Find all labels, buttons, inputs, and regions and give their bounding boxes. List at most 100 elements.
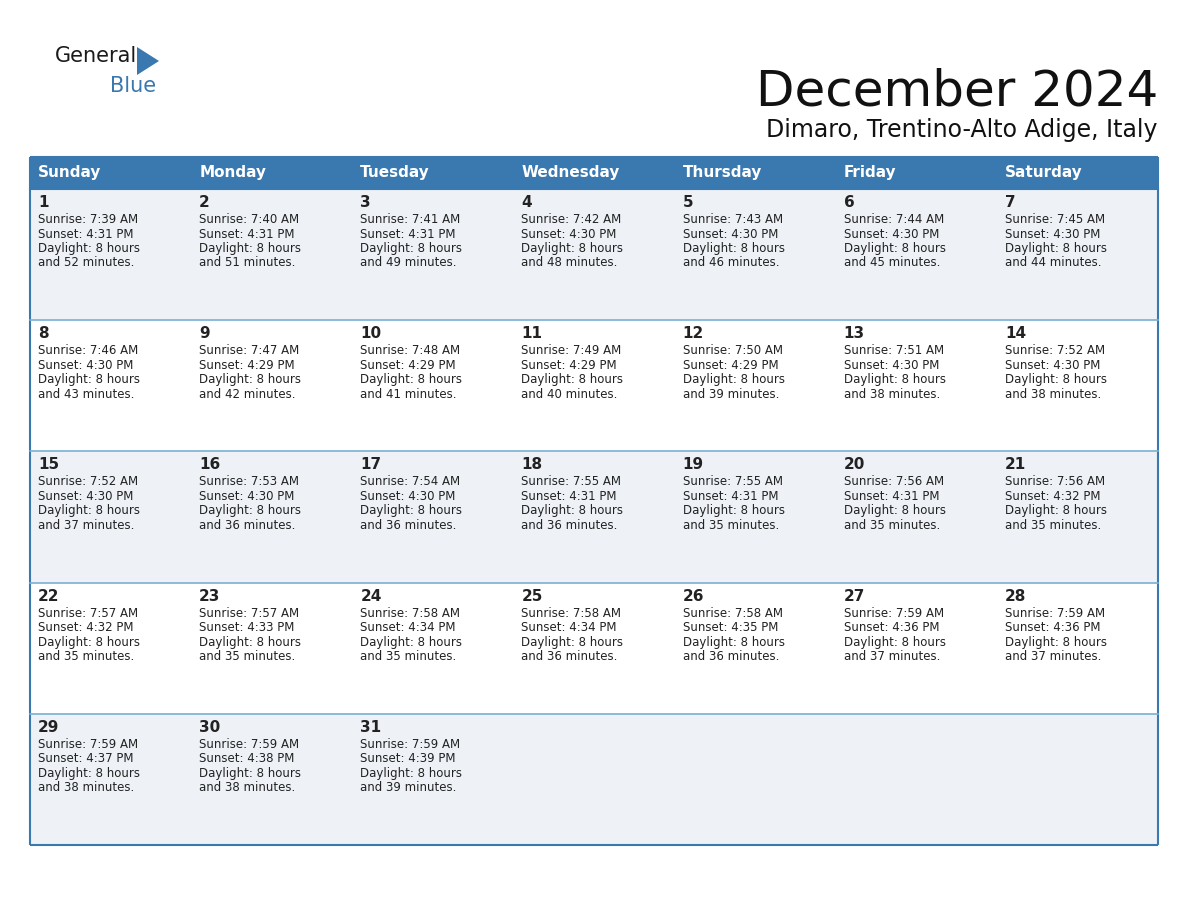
Bar xyxy=(30,189,1158,320)
Text: 28: 28 xyxy=(1005,588,1026,604)
Text: Daylight: 8 hours: Daylight: 8 hours xyxy=(1005,374,1107,386)
Text: and 44 minutes.: and 44 minutes. xyxy=(1005,256,1101,270)
Text: and 49 minutes.: and 49 minutes. xyxy=(360,256,456,270)
Text: Daylight: 8 hours: Daylight: 8 hours xyxy=(200,504,301,518)
Text: Sunrise: 7:52 AM: Sunrise: 7:52 AM xyxy=(38,476,138,488)
Text: Daylight: 8 hours: Daylight: 8 hours xyxy=(200,242,301,255)
Text: Daylight: 8 hours: Daylight: 8 hours xyxy=(1005,242,1107,255)
Text: 30: 30 xyxy=(200,720,221,734)
Text: 26: 26 xyxy=(683,588,704,604)
Text: Sunrise: 7:57 AM: Sunrise: 7:57 AM xyxy=(38,607,138,620)
Text: 18: 18 xyxy=(522,457,543,473)
Text: Sunrise: 7:55 AM: Sunrise: 7:55 AM xyxy=(683,476,783,488)
Text: Sunset: 4:30 PM: Sunset: 4:30 PM xyxy=(1005,228,1100,241)
Text: Sunrise: 7:46 AM: Sunrise: 7:46 AM xyxy=(38,344,138,357)
Text: and 38 minutes.: and 38 minutes. xyxy=(1005,387,1101,400)
Text: Sunset: 4:31 PM: Sunset: 4:31 PM xyxy=(683,490,778,503)
Text: Daylight: 8 hours: Daylight: 8 hours xyxy=(360,635,462,649)
Text: and 35 minutes.: and 35 minutes. xyxy=(843,519,940,532)
Text: Sunset: 4:38 PM: Sunset: 4:38 PM xyxy=(200,752,295,766)
Text: and 36 minutes.: and 36 minutes. xyxy=(683,650,779,663)
Text: Sunrise: 7:50 AM: Sunrise: 7:50 AM xyxy=(683,344,783,357)
Text: and 46 minutes.: and 46 minutes. xyxy=(683,256,779,270)
Text: and 37 minutes.: and 37 minutes. xyxy=(1005,650,1101,663)
Text: Sunset: 4:30 PM: Sunset: 4:30 PM xyxy=(843,228,939,241)
Text: and 36 minutes.: and 36 minutes. xyxy=(522,519,618,532)
Text: Daylight: 8 hours: Daylight: 8 hours xyxy=(360,242,462,255)
Text: Sunset: 4:32 PM: Sunset: 4:32 PM xyxy=(38,621,133,634)
Text: Daylight: 8 hours: Daylight: 8 hours xyxy=(38,767,140,779)
Text: Sunset: 4:34 PM: Sunset: 4:34 PM xyxy=(522,621,617,634)
Bar xyxy=(30,714,1158,845)
Text: 27: 27 xyxy=(843,588,865,604)
Text: and 35 minutes.: and 35 minutes. xyxy=(200,650,296,663)
Text: 15: 15 xyxy=(38,457,59,473)
Text: and 48 minutes.: and 48 minutes. xyxy=(522,256,618,270)
Text: Sunrise: 7:57 AM: Sunrise: 7:57 AM xyxy=(200,607,299,620)
Text: Sunrise: 7:54 AM: Sunrise: 7:54 AM xyxy=(360,476,461,488)
Text: Sunset: 4:30 PM: Sunset: 4:30 PM xyxy=(200,490,295,503)
Text: Sunset: 4:30 PM: Sunset: 4:30 PM xyxy=(843,359,939,372)
Text: Sunrise: 7:52 AM: Sunrise: 7:52 AM xyxy=(1005,344,1105,357)
Text: Sunset: 4:29 PM: Sunset: 4:29 PM xyxy=(683,359,778,372)
Text: and 36 minutes.: and 36 minutes. xyxy=(200,519,296,532)
Text: and 52 minutes.: and 52 minutes. xyxy=(38,256,134,270)
Text: Daylight: 8 hours: Daylight: 8 hours xyxy=(522,374,624,386)
Text: Tuesday: Tuesday xyxy=(360,165,430,181)
Text: and 36 minutes.: and 36 minutes. xyxy=(522,650,618,663)
Text: Sunset: 4:31 PM: Sunset: 4:31 PM xyxy=(360,228,456,241)
Text: Sunrise: 7:59 AM: Sunrise: 7:59 AM xyxy=(843,607,943,620)
Text: 13: 13 xyxy=(843,326,865,341)
Text: Sunrise: 7:59 AM: Sunrise: 7:59 AM xyxy=(38,738,138,751)
Text: Daylight: 8 hours: Daylight: 8 hours xyxy=(683,635,784,649)
Text: Sunrise: 7:42 AM: Sunrise: 7:42 AM xyxy=(522,213,621,226)
Text: Sunset: 4:34 PM: Sunset: 4:34 PM xyxy=(360,621,456,634)
Text: Daylight: 8 hours: Daylight: 8 hours xyxy=(360,504,462,518)
Text: Daylight: 8 hours: Daylight: 8 hours xyxy=(683,374,784,386)
Text: Sunrise: 7:59 AM: Sunrise: 7:59 AM xyxy=(1005,607,1105,620)
Text: Dimaro, Trentino-Alto Adige, Italy: Dimaro, Trentino-Alto Adige, Italy xyxy=(766,118,1158,142)
Text: Daylight: 8 hours: Daylight: 8 hours xyxy=(38,374,140,386)
Text: Sunrise: 7:43 AM: Sunrise: 7:43 AM xyxy=(683,213,783,226)
Bar xyxy=(30,320,1158,452)
Text: Blue: Blue xyxy=(110,76,156,96)
Text: Sunset: 4:29 PM: Sunset: 4:29 PM xyxy=(522,359,617,372)
Text: 9: 9 xyxy=(200,326,210,341)
Text: Sunset: 4:36 PM: Sunset: 4:36 PM xyxy=(1005,621,1100,634)
Text: 16: 16 xyxy=(200,457,221,473)
Text: Sunset: 4:36 PM: Sunset: 4:36 PM xyxy=(843,621,940,634)
Bar xyxy=(30,452,1158,583)
Text: Daylight: 8 hours: Daylight: 8 hours xyxy=(843,242,946,255)
Text: 11: 11 xyxy=(522,326,543,341)
Text: Daylight: 8 hours: Daylight: 8 hours xyxy=(200,374,301,386)
Text: Daylight: 8 hours: Daylight: 8 hours xyxy=(38,504,140,518)
Text: and 38 minutes.: and 38 minutes. xyxy=(843,387,940,400)
Text: 23: 23 xyxy=(200,588,221,604)
Text: and 42 minutes.: and 42 minutes. xyxy=(200,387,296,400)
Text: Sunrise: 7:44 AM: Sunrise: 7:44 AM xyxy=(843,213,944,226)
Bar xyxy=(30,583,1158,714)
Text: Daylight: 8 hours: Daylight: 8 hours xyxy=(843,504,946,518)
Text: Daylight: 8 hours: Daylight: 8 hours xyxy=(522,242,624,255)
Text: Sunset: 4:30 PM: Sunset: 4:30 PM xyxy=(1005,359,1100,372)
Text: Sunrise: 7:40 AM: Sunrise: 7:40 AM xyxy=(200,213,299,226)
Text: and 38 minutes.: and 38 minutes. xyxy=(200,781,296,794)
Text: 17: 17 xyxy=(360,457,381,473)
Text: Monday: Monday xyxy=(200,165,266,181)
Polygon shape xyxy=(137,47,159,75)
Text: 20: 20 xyxy=(843,457,865,473)
Text: Sunset: 4:30 PM: Sunset: 4:30 PM xyxy=(38,490,133,503)
Text: 7: 7 xyxy=(1005,195,1016,210)
Text: 24: 24 xyxy=(360,588,381,604)
Text: Sunrise: 7:59 AM: Sunrise: 7:59 AM xyxy=(360,738,461,751)
Text: 12: 12 xyxy=(683,326,703,341)
Text: 3: 3 xyxy=(360,195,371,210)
Text: and 36 minutes.: and 36 minutes. xyxy=(360,519,456,532)
Text: and 35 minutes.: and 35 minutes. xyxy=(360,650,456,663)
Text: Sunrise: 7:55 AM: Sunrise: 7:55 AM xyxy=(522,476,621,488)
Text: Sunday: Sunday xyxy=(38,165,101,181)
Text: Sunset: 4:31 PM: Sunset: 4:31 PM xyxy=(200,228,295,241)
Text: Sunset: 4:30 PM: Sunset: 4:30 PM xyxy=(683,228,778,241)
Text: Sunrise: 7:39 AM: Sunrise: 7:39 AM xyxy=(38,213,138,226)
Text: Wednesday: Wednesday xyxy=(522,165,620,181)
